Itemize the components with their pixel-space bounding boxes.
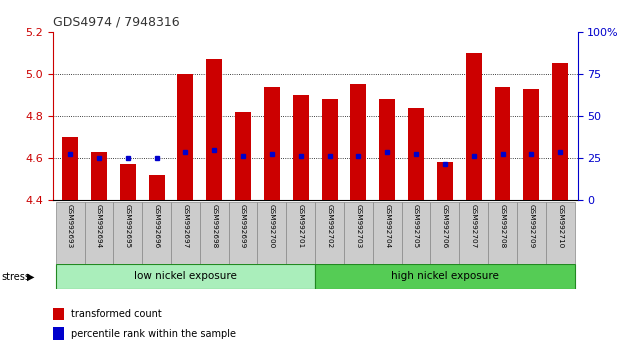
Text: stress: stress [2, 272, 31, 282]
Bar [315, 202, 344, 264]
Bar [142, 202, 171, 264]
Bar [148, 175, 165, 200]
Text: high nickel exposure: high nickel exposure [391, 271, 499, 281]
Bar [315, 264, 574, 289]
Bar [206, 59, 222, 200]
Bar [286, 202, 315, 264]
Bar [91, 152, 107, 200]
Bar [120, 164, 135, 200]
Bar [517, 202, 546, 264]
Text: GDS4974 / 7948316: GDS4974 / 7948316 [53, 16, 179, 29]
Bar [344, 202, 373, 264]
Text: GSM992697: GSM992697 [183, 204, 188, 248]
Bar [53, 327, 64, 340]
Text: GSM992706: GSM992706 [442, 204, 448, 248]
Bar [178, 74, 193, 200]
Bar [264, 86, 280, 200]
Bar [56, 264, 315, 289]
Text: GSM992703: GSM992703 [355, 204, 361, 248]
Text: GSM992704: GSM992704 [384, 204, 390, 248]
Bar [62, 137, 78, 200]
Bar [408, 108, 424, 200]
Text: GSM992707: GSM992707 [471, 204, 477, 248]
Bar [402, 202, 430, 264]
Bar [379, 99, 395, 200]
Text: GSM992695: GSM992695 [125, 204, 131, 248]
Text: low nickel exposure: low nickel exposure [134, 271, 237, 281]
Bar [258, 202, 286, 264]
Text: GSM992710: GSM992710 [557, 204, 563, 248]
Bar [200, 202, 229, 264]
Text: percentile rank within the sample: percentile rank within the sample [71, 329, 237, 338]
Bar [460, 202, 488, 264]
Bar [488, 202, 517, 264]
Bar [437, 162, 453, 200]
Bar [466, 53, 482, 200]
Bar [350, 84, 366, 200]
Bar [84, 202, 113, 264]
Bar [53, 308, 64, 320]
Bar [171, 202, 200, 264]
Bar [546, 202, 574, 264]
Text: GSM992700: GSM992700 [269, 204, 275, 248]
Bar [235, 112, 251, 200]
Text: GSM992708: GSM992708 [499, 204, 505, 248]
Text: GSM992696: GSM992696 [153, 204, 160, 248]
Bar [552, 63, 568, 200]
Text: GSM992694: GSM992694 [96, 204, 102, 248]
Bar [430, 202, 460, 264]
Bar [229, 202, 258, 264]
Bar [495, 86, 510, 200]
Bar [293, 95, 309, 200]
Text: GSM992693: GSM992693 [67, 204, 73, 248]
Text: ▶: ▶ [27, 272, 34, 282]
Bar [524, 88, 539, 200]
Bar [56, 202, 84, 264]
Text: GSM992701: GSM992701 [297, 204, 304, 248]
Bar [373, 202, 402, 264]
Text: GSM992699: GSM992699 [240, 204, 246, 248]
Text: GSM992702: GSM992702 [327, 204, 333, 248]
Text: GSM992709: GSM992709 [528, 204, 535, 248]
Bar [113, 202, 142, 264]
Text: GSM992705: GSM992705 [413, 204, 419, 248]
Text: GSM992698: GSM992698 [211, 204, 217, 248]
Bar [322, 99, 337, 200]
Text: transformed count: transformed count [71, 309, 162, 319]
